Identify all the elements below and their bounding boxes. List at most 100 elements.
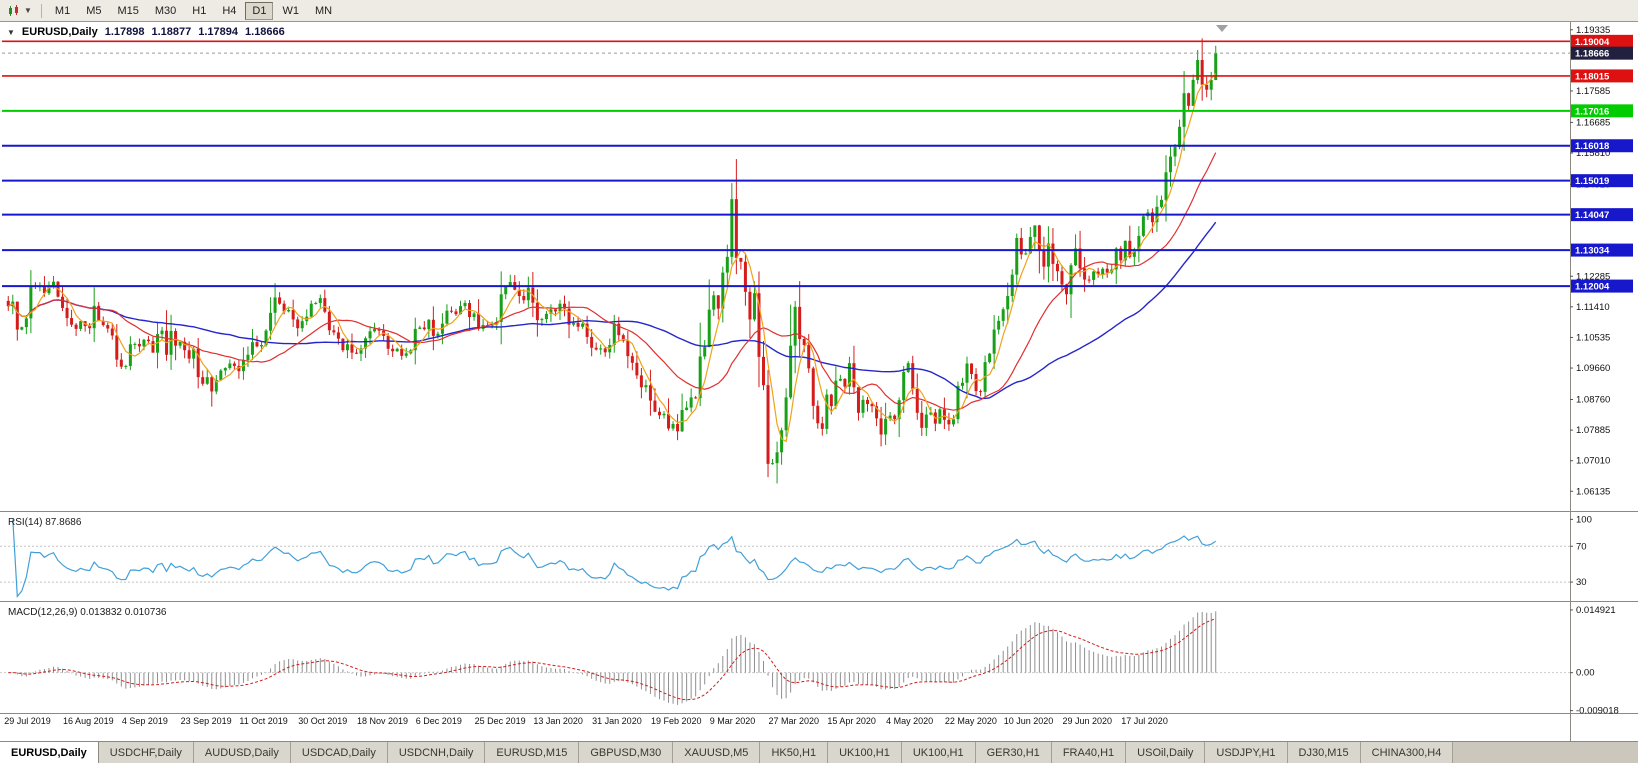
price-axis-label: 1.11410 [1576,302,1610,313]
candle-body [65,307,69,319]
chart-tab-audusd-daily[interactable]: AUDUSD,Daily [193,742,291,763]
rsi-axis-label: 100 [1576,514,1592,525]
macd-histogram [12,611,1217,705]
chart-tab-uk100-h1[interactable]: UK100,H1 [901,742,976,763]
candle-body [1060,271,1064,285]
price-axis-label: 1.17585 [1576,86,1610,97]
chart-tab-eurusd-m15[interactable]: EURUSD,M15 [485,742,580,763]
candle-body [802,339,806,345]
price-axis-label: 1.09660 [1576,363,1610,374]
candle-body [323,298,327,312]
candle-body [685,407,689,411]
date-axis-label: 16 Aug 2019 [63,716,114,726]
chart-tab-china300-h4[interactable]: CHINA300,H4 [1360,742,1454,763]
candle-body [449,310,453,312]
chart-type-icon[interactable] [5,3,23,19]
chart-tab-dj30-m15[interactable]: DJ30,M15 [1287,742,1361,763]
price-axis: 1.193351.175851.166851.158101.149101.122… [1570,25,1633,497]
rsi-axis-label: 70 [1576,541,1587,552]
chart-tab-fra40-h1[interactable]: FRA40,H1 [1051,742,1127,763]
candle-body [24,318,28,328]
chart-canvas[interactable]: 1.193351.175851.166851.158101.149101.122… [0,22,1638,741]
candle-body [843,378,847,387]
chart-tab-hk50-h1[interactable]: HK50,H1 [760,742,829,763]
date-axis-label: 4 Sep 2019 [122,716,168,726]
candle-body [413,328,417,351]
chart-tab-usoil-daily[interactable]: USOil,Daily [1126,742,1206,763]
candle-body [676,423,680,432]
chart-tab-eurusd-daily[interactable]: EURUSD,Daily [0,742,99,763]
svg-text:1.17016: 1.17016 [1575,106,1609,117]
candle-body [748,291,752,320]
candle-body [377,328,381,331]
candle-body [798,306,802,340]
timeframe-button-w1[interactable]: W1 [282,4,299,17]
candle-body [762,356,765,386]
timeframe-button-m15[interactable]: M15 [117,4,139,17]
high-value: 1.18877 [151,26,192,38]
chart-tab-ger30-h1[interactable]: GER30,H1 [975,742,1052,763]
chart-tab-xauusd-m5[interactable]: XAUUSD,M5 [673,742,761,763]
candle-body [219,370,223,380]
candle-body [15,301,19,330]
timeframe-button-m1[interactable]: M1 [54,4,71,17]
candle-body [6,300,10,307]
chart-tab-usdjpy-h1[interactable]: USDJPY,H1 [1205,742,1288,763]
candle-body [1209,79,1213,90]
candle-body [395,348,399,352]
candle-body [712,295,716,310]
candle-body [1119,248,1123,261]
candle-body [852,363,856,388]
chart-tab-usdcad-daily[interactable]: USDCAD,Daily [290,742,388,763]
candle-body [364,338,368,349]
candle-body [422,327,426,330]
candle-body [635,362,639,376]
price-axis-label: 1.07885 [1576,425,1610,436]
collapse-triangle-icon[interactable]: ▼ [7,27,15,37]
chart-tab-usdcnh-daily[interactable]: USDCNH,Daily [387,742,486,763]
chart-tab-uk100-h1[interactable]: UK100,H1 [828,742,902,763]
price-axis-label: 1.10535 [1576,332,1610,343]
timeframe-button-h4[interactable]: H4 [222,4,237,17]
candle-body [951,419,955,425]
chart-tab-usdchf-daily[interactable]: USDCHF,Daily [98,742,194,763]
timeframe-toolbar: ▼ M1 M5 M15 M30 H1 H4 D1 W1 MN [0,0,1638,22]
candle-body [1105,268,1109,273]
candle-body [938,409,942,424]
candle-body [526,287,530,301]
candle-body [612,323,616,345]
candle-body [617,323,621,336]
candle-body [942,409,946,420]
candle-body [1196,60,1200,80]
candle-body [300,321,304,329]
candle-body [974,373,978,392]
date-axis-label: 27 Mar 2020 [769,716,820,726]
candle-body [264,330,268,345]
date-axis-label: 10 Jun 2020 [1004,716,1054,726]
price-badge-1.14047: 1.14047 [1571,208,1633,222]
candle-body [1001,309,1005,321]
timeframe-button-m30[interactable]: M30 [154,4,177,17]
candle-body [1164,172,1168,200]
candle-body [730,199,734,257]
timeframe-button-h1[interactable]: H1 [192,4,207,17]
chart-type-dropdown-icon[interactable]: ▼ [24,6,32,15]
timeframe-button-m5[interactable]: M5 [86,4,102,17]
chart-shift-marker-icon[interactable] [1216,25,1228,32]
chart-tab-gbpusd-m30[interactable]: GBPUSD,M30 [579,742,674,763]
candle-body [1191,79,1195,106]
candle-body [829,394,833,407]
candle-body [657,411,661,416]
svg-text:1.16018: 1.16018 [1575,141,1609,152]
timeframe-button-d1[interactable]: D1 [245,1,274,20]
candle-body [590,336,594,348]
candle-body [522,296,526,301]
candle-body [386,335,390,349]
timeframe-button-mn[interactable]: MN [314,4,333,17]
candle-body [780,430,784,453]
low-value: 1.17894 [198,26,239,38]
candle-body [771,463,775,465]
macd-pane-label: MACD(12,26,9) 0.013832 0.010736 [8,607,167,618]
candle-body [707,309,711,348]
candle-body [920,412,924,428]
